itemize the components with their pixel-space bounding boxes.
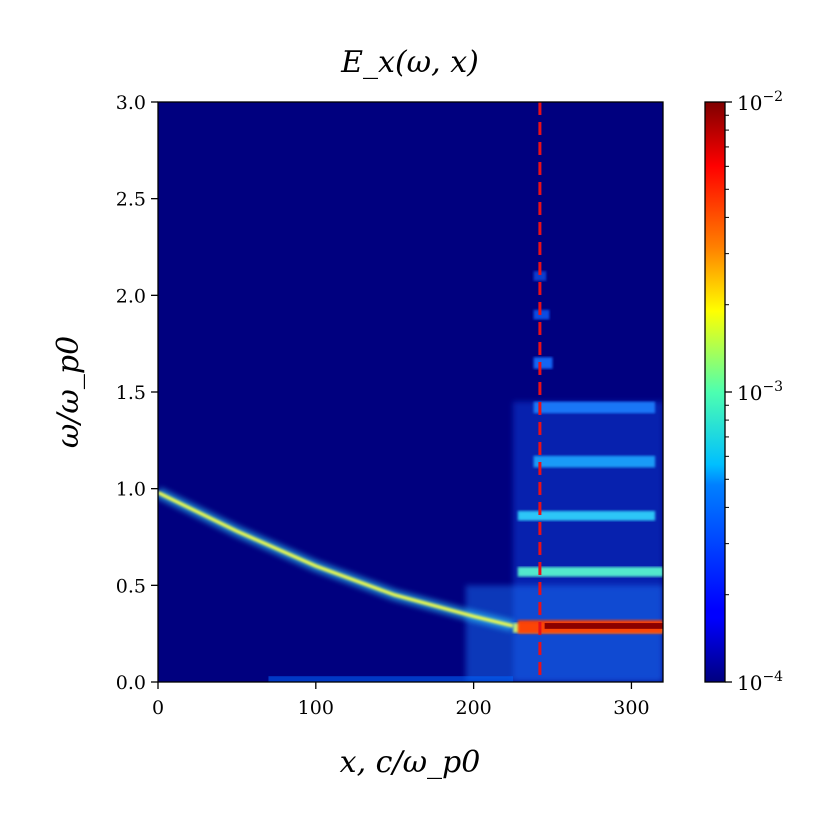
y-axis-label: ω/ω_p0	[51, 336, 86, 448]
harmonic-band	[533, 401, 656, 414]
x-axis-label: x, c/ω_p0	[340, 745, 481, 780]
harmonic-band	[533, 309, 550, 320]
fundamental-peak	[544, 623, 663, 629]
colorbar-tick-label: 10−2	[737, 89, 783, 115]
y-tick-label: 1.0	[116, 479, 146, 501]
y-tick-label: 2.0	[116, 285, 146, 307]
colorbar-ticks: 10−2 10−3 10−4	[725, 89, 783, 695]
dispersion-curve	[158, 490, 514, 628]
x-tick-label: 100	[298, 697, 334, 719]
x-tick-label: 0	[152, 697, 164, 719]
harmonic-band	[517, 510, 656, 521]
colorbar-tick-label: 10−4	[737, 669, 783, 695]
chart-title: E_x(ω, x)	[340, 45, 479, 80]
colorbar: 10−2 10−3 10−4	[704, 89, 783, 695]
harmonic-band	[533, 271, 547, 281]
y-tick-label: 2.5	[116, 189, 146, 211]
x-axis: 0 100 200 300	[152, 682, 650, 719]
colorbar-tick-label: 10−3	[737, 379, 783, 405]
heatmap	[157, 101, 664, 683]
y-tick-label: 0.5	[116, 575, 146, 597]
colorbar-gradient	[704, 101, 726, 683]
x-tick-label: 300	[613, 697, 649, 719]
y-tick-label: 0.0	[116, 672, 146, 694]
heatmap-features	[158, 271, 663, 682]
harmonic-band	[533, 455, 656, 468]
harmonic-band	[533, 357, 553, 369]
baseline-strip	[268, 676, 514, 682]
y-tick-label: 3.0	[116, 92, 146, 114]
harmonic-band	[517, 566, 663, 577]
y-tick-label: 1.5	[116, 382, 146, 404]
y-axis: 0.0 0.5 1.0 1.5 2.0 2.5 3.0	[116, 92, 158, 694]
x-tick-label: 200	[455, 697, 491, 719]
